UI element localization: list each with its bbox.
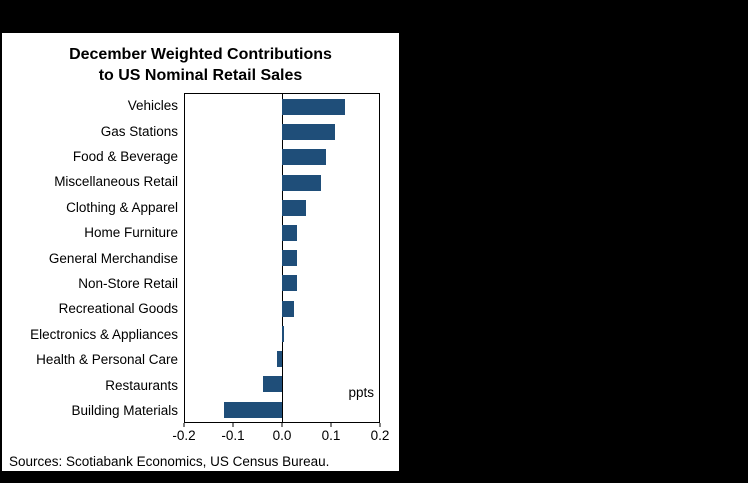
category-label: Restaurants <box>105 377 178 393</box>
bar <box>282 225 297 241</box>
bar <box>223 401 282 418</box>
category-label: Clothing & Apparel <box>66 199 178 215</box>
category-label: Recreational Goods <box>58 301 178 317</box>
bar-row <box>185 347 379 372</box>
x-tick-mark <box>281 423 283 428</box>
bar <box>282 325 285 342</box>
x-tick-label: -0.1 <box>221 428 245 444</box>
category-labels: Vehicles Gas Stations Food & Beverage Misce… <box>2 93 184 447</box>
bar-row <box>185 170 379 195</box>
x-tick-label: 0.2 <box>370 428 390 444</box>
x-tick-mark <box>232 423 234 428</box>
bar <box>282 275 297 292</box>
category-label: Food & Beverage <box>72 149 178 164</box>
bar-row <box>185 195 379 220</box>
bar <box>277 351 282 368</box>
x-tick-label: 0.1 <box>321 428 341 444</box>
chart-title-line1: December Weighted Contributions <box>69 46 332 63</box>
chart-title-line2: to US Nominal Retail Sales <box>98 67 303 85</box>
axis-unit-label: ppts <box>348 385 374 401</box>
bar <box>282 174 321 191</box>
bar <box>282 124 336 141</box>
bar <box>282 300 295 317</box>
category-label: Electronics & Appliances <box>30 326 178 342</box>
x-tick-label: 0.0 <box>272 428 292 444</box>
bar <box>282 149 326 166</box>
bar <box>282 199 307 216</box>
bar <box>282 250 297 267</box>
bar-row <box>185 220 379 245</box>
bar-row <box>185 397 379 422</box>
category-label: Gas Stations <box>100 123 178 139</box>
category-label: Health & Personal Care <box>36 352 178 368</box>
source-note: Sources: Scotiabank Economics, US Census… <box>9 454 330 469</box>
x-tick-mark <box>379 423 381 428</box>
x-tick-mark <box>183 423 185 428</box>
bar-row <box>185 94 379 119</box>
bar-row <box>185 246 379 271</box>
x-tick-label: -0.2 <box>172 428 196 444</box>
bar <box>262 376 282 393</box>
bar-row <box>185 271 379 296</box>
category-label: Non-Store Retail <box>78 275 178 291</box>
category-label: Miscellaneous Retail <box>54 174 178 190</box>
category-label: Vehicles <box>127 98 178 114</box>
bar-row <box>185 372 379 397</box>
x-tick-mark <box>330 423 332 428</box>
chart-title: December Weighted Contributions to US No… <box>2 33 399 86</box>
bar-row <box>185 321 379 346</box>
bar <box>282 98 346 115</box>
bar-row <box>185 296 379 321</box>
bar-row <box>185 145 379 170</box>
plot-col: ppts -0.2 -0.1 0.0 0.1 0.2 <box>172 93 389 447</box>
chart-body: Vehicles Gas Stations Food & Beverage Misce… <box>2 93 399 447</box>
plot-box: ppts <box>184 93 380 424</box>
category-label: General Merchandise <box>48 250 178 266</box>
category-label: Building Materials <box>71 402 178 418</box>
category-label: Home Furniture <box>84 225 178 241</box>
x-axis-ticks: -0.2 -0.1 0.0 0.1 0.2 <box>172 423 389 447</box>
bar-row <box>185 119 379 144</box>
chart-panel: December Weighted Contributions to US No… <box>2 33 399 471</box>
